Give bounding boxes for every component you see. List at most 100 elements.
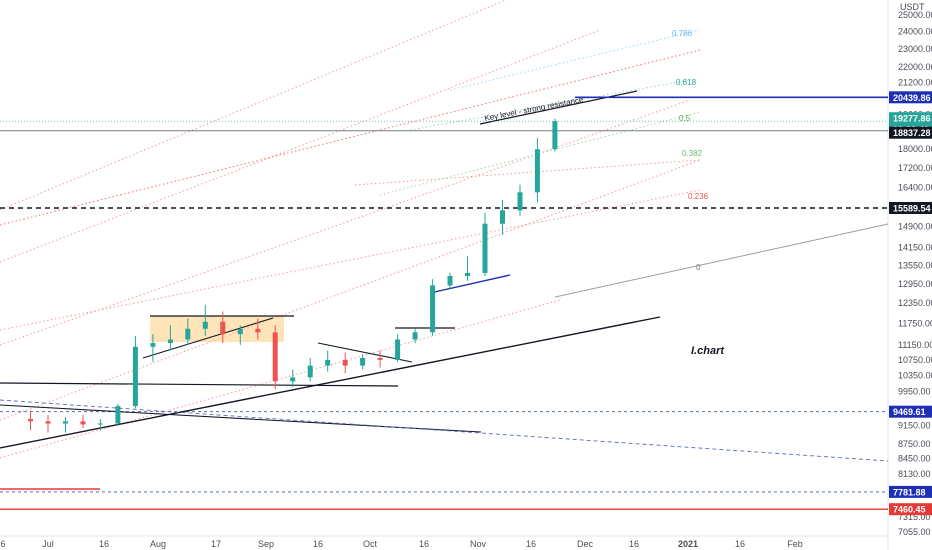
y-tick-label: 14900.00 [898,222,932,232]
price-axis-label: 15589.54 [893,204,931,214]
x-tick-label: 16 [419,539,429,549]
y-tick-label: 17200.00 [898,163,932,173]
y-tick-label: 8750.00 [898,439,931,449]
price-axis-label: 18837.28 [893,128,931,138]
channel-line [0,29,601,263]
price-axis-label: 19277.86 [893,114,931,124]
y-tick-label: 12950.00 [898,279,932,289]
x-tick-label: 2021 [678,539,698,549]
y-tick-label: 8450.00 [898,453,931,463]
x-tick-label: Oct [363,539,378,549]
candle-body [45,421,51,424]
x-tick-label: 6 [0,539,5,549]
price-axis-label-bg [889,503,932,516]
y-tick-label: 7055.00 [898,527,931,537]
trend-line [554,223,889,298]
chart-label: I.chart [691,345,725,357]
y-tick-label: 8130.00 [898,469,931,479]
trendline [0,316,661,449]
price-axis-label-bg [889,485,932,498]
channel-line [354,159,701,186]
candle-body [534,149,540,193]
candle-body [150,343,156,347]
channel-line [449,29,701,91]
y-tick-label: 25000.00 [898,10,932,20]
y-tick-label: 12350.00 [898,298,932,308]
candle-body [307,365,313,378]
trendline [0,382,399,387]
candle-body [552,121,558,150]
y-tick-label: 22000.00 [898,62,932,72]
candle-body [63,421,68,424]
candle-body [28,419,33,422]
candle-body [202,321,208,329]
candle-body [482,223,488,273]
y-tick-label: 10750.00 [898,355,932,365]
fib-level-label: 0.382 [682,149,703,158]
fib-level-label: 0.5 [679,114,691,123]
y-tick-label: 9150.00 [898,421,931,431]
channel-line [379,111,701,196]
price-axis-label-bg [889,112,932,125]
y-tick-label: 23000.00 [898,44,932,54]
y-tick-label: 14150.00 [898,243,932,253]
channel-line [0,299,561,459]
x-tick-label: 17 [211,539,221,549]
fib-level-label: 0 [696,263,701,272]
candle-body [412,332,418,340]
candle-body [430,285,436,333]
y-tick-label: 21200.00 [898,77,932,87]
x-tick-label: 16 [629,539,639,549]
channel-line [0,189,701,331]
price-axis-label-bg [889,126,932,139]
y-tick-label: 7315.00 [898,512,931,522]
candle-body [97,423,103,425]
price-axis-label: 20439.86 [893,93,931,103]
price-axis-label: 9469.61 [893,407,926,417]
x-tick-label: Dec [577,539,594,549]
fib-level-label: 0.618 [676,78,697,87]
candle-body [132,346,138,407]
candle-body [167,339,173,344]
x-tick-label: Feb [787,539,803,549]
channel-line [0,49,701,226]
channel-line [0,159,701,421]
consolidation-box [150,316,284,342]
y-tick-label: 10350.00 [898,370,932,380]
trendline [142,317,274,359]
fib-level-label: 0.236 [688,192,709,201]
candle-body [185,328,191,340]
candle-body [342,359,348,366]
candle-body [500,210,505,224]
y-tick-label: 13550.00 [898,260,932,270]
candle-body [447,276,453,286]
candle-body [237,328,243,335]
price-axis-label-bg [889,202,932,214]
y-tick-label: 24000.00 [898,27,932,37]
price-axis-label-bg [889,405,932,418]
candle-body [517,192,523,211]
x-tick-label: Sep [258,539,274,549]
price-axis-label: 7781.88 [893,487,926,497]
candle-body [115,406,121,424]
y-tick-label: 11750.00 [898,319,932,329]
y-tick-label: 18000.00 [898,144,932,154]
x-tick-label: 16 [99,539,109,549]
candle-body [220,321,226,335]
descending-dashed-line [0,399,889,462]
candle-body [80,421,86,425]
x-tick-label: Nov [470,539,487,549]
candle-body [395,339,401,360]
x-tick-label: 16 [313,539,323,549]
currency-label: USDT [900,2,925,12]
y-tick-label: 9950.00 [898,387,931,397]
x-tick-label: 16 [526,539,536,549]
candle-body [255,328,261,333]
candle-body [325,359,331,366]
candle-body [360,358,366,366]
channel-line [409,79,691,131]
candle-body [465,272,470,276]
candle-body [290,377,296,382]
